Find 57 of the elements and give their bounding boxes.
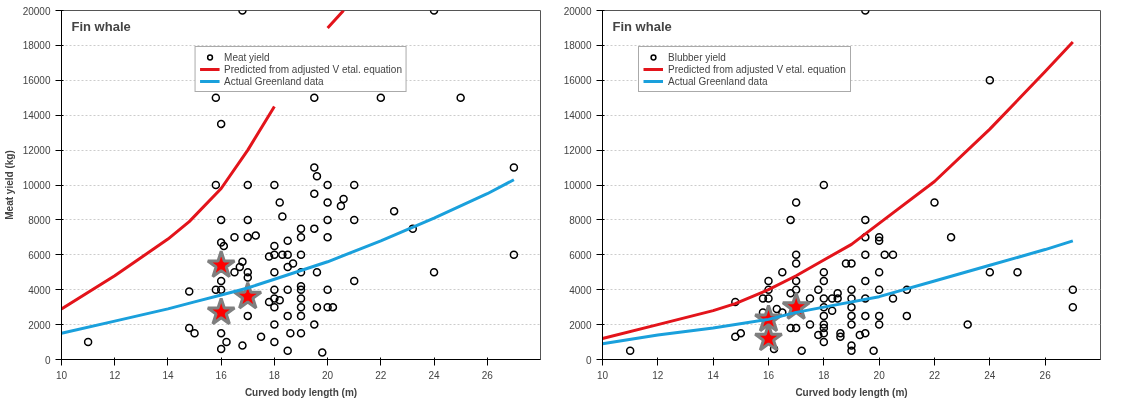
x-tick-label: 18 [268,369,281,381]
x-tick-label: 20 [322,369,334,381]
y-tick-label: 18000 [22,40,51,52]
y-tick-label: 18000 [563,40,592,52]
x-tick-label: 26 [1039,369,1052,381]
x-tick-label: 14 [162,369,174,381]
y-tick-label: 14000 [563,110,592,122]
y-axis-title: Meat yield (kg) [3,150,15,220]
y-tick-label: 0 [44,354,51,366]
legend-label: Actual Greenland data [668,75,768,87]
y-tick-label: 6000 [28,249,51,261]
x-axis-title: Curved body length (m) [795,386,908,398]
x-tick-label: 22 [928,369,941,381]
legend-label: Predicted from adjusted V etal. equation [224,63,402,75]
y-tick-label: 14000 [22,110,51,122]
y-tick-label: 4000 [28,284,51,296]
y-tick-label: 8000 [569,214,592,226]
x-axis-title: Curved body length (m) [244,386,358,398]
x-tick-label: 10 [55,369,68,381]
y-tick-label: 2000 [569,319,592,331]
y-tick-label: 0 [585,354,592,366]
x-tick-label: 10 [596,369,609,381]
y-tick-label: 16000 [22,75,51,87]
x-tick-label: 16 [762,369,775,381]
x-tick-label: 14 [707,369,720,381]
legend-label: Actual Greenland data [224,75,324,87]
legend-label: Meat yield [224,51,270,63]
x-tick-label: 20 [873,369,886,381]
x-tick-label: 12 [652,369,664,381]
x-tick-label: 18 [818,369,830,381]
point [206,296,236,326]
point [206,249,236,279]
legend-label: Predicted from adjusted V etal. equation [668,63,846,75]
line-series [602,239,1075,346]
y-tick-label: 12000 [563,145,592,157]
legend-label: Blubber yield [668,51,726,63]
x-tick-label: 24 [428,369,441,381]
y-tick-label: 4000 [569,284,592,296]
x-tick-label: 26 [481,369,494,381]
x-tick-label: 16 [215,369,228,381]
text: Fin whale [71,18,131,34]
y-tick-label: 20000 [22,5,51,17]
point [232,281,263,310]
x-tick-label: 24 [984,369,996,381]
y-tick-label: 6000 [569,249,592,261]
y-tick-label: 16000 [563,75,592,87]
x-tick-label: 22 [375,369,387,381]
x-tick-label: 12 [109,369,121,381]
y-tick-label: 8000 [28,214,51,226]
y-tick-label: 12000 [22,145,51,157]
line-series [61,178,516,335]
line-series [602,40,1075,341]
y-tick-label: 10000 [563,180,592,191]
y-tick-label: 2000 [28,319,51,331]
y-tick-label: 20000 [563,5,592,17]
text: Fin whale [612,18,672,34]
y-tick-label: 10000 [22,180,51,191]
